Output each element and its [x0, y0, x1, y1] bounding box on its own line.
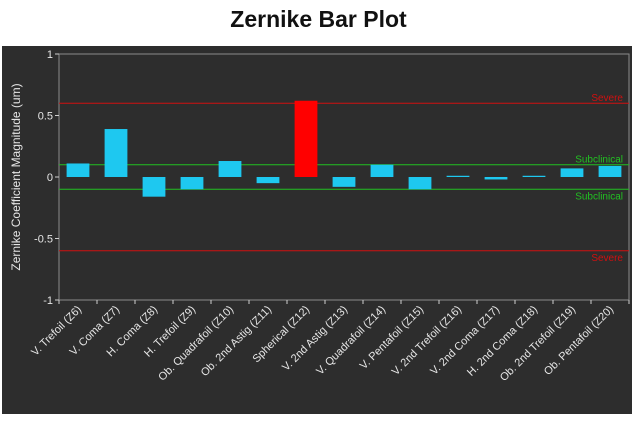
bar — [408, 177, 432, 190]
x-category-label: V. Quadrafoil (Z14) — [314, 304, 388, 378]
bar — [256, 177, 280, 184]
bar — [370, 164, 394, 177]
bar — [66, 163, 90, 177]
bar — [560, 168, 584, 177]
reference-line-label: Subclinical — [575, 155, 623, 166]
bar — [142, 177, 166, 197]
reference-line-label: Severe — [591, 253, 623, 264]
y-tick-label: -0.5 — [34, 234, 53, 246]
bar — [104, 129, 128, 177]
x-category-label: Ob. Pentafoil (Z20) — [542, 304, 616, 378]
bar — [446, 175, 470, 177]
chart-title: Zernike Bar Plot — [230, 6, 407, 32]
x-category-label: V. 2nd Trefoil (Z16) — [390, 304, 464, 378]
chart-panel: -1 -0.5 0 0.5 1 Zernike Coefficient Magnitude… — [2, 46, 632, 414]
reference-line-label: Subclinical — [575, 191, 623, 202]
bars-layer — [66, 100, 622, 197]
bar — [332, 177, 356, 187]
bar — [218, 161, 242, 177]
bar — [598, 165, 622, 177]
y-axis-title: Zernike Coefficient Magnitude (um) — [9, 83, 23, 270]
y-tick-label: 0 — [47, 172, 53, 184]
x-category-label: H. 2nd Coma (Z18) — [465, 304, 540, 379]
x-category-label: Ob. 2nd Trefoil (Z19) — [498, 304, 578, 384]
x-category-label: Ob. Quadrafoil (Z10) — [156, 304, 236, 384]
axes-layer — [55, 53, 630, 304]
bar — [294, 100, 318, 177]
bar — [484, 177, 508, 180]
reference-line-label: Severe — [591, 93, 623, 104]
y-tick-label: 1 — [47, 49, 53, 61]
zernike-bar-chart: -1 -0.5 0 0.5 1 Zernike Coefficient Magnitude… — [9, 49, 630, 384]
labels-layer: -1 -0.5 0 0.5 1 Zernike Coefficient Magnitude… — [9, 49, 623, 384]
y-tick-label: -1 — [43, 295, 53, 307]
y-tick-label: 0.5 — [38, 111, 53, 123]
bar — [522, 175, 546, 177]
x-category-label: Ob. 2nd Astig (Z11) — [199, 304, 274, 379]
x-category-label: V. 2nd Astig (Z13) — [280, 304, 350, 374]
bar — [180, 177, 204, 190]
x-category-label: V. 2nd Coma (Z17) — [428, 304, 502, 378]
